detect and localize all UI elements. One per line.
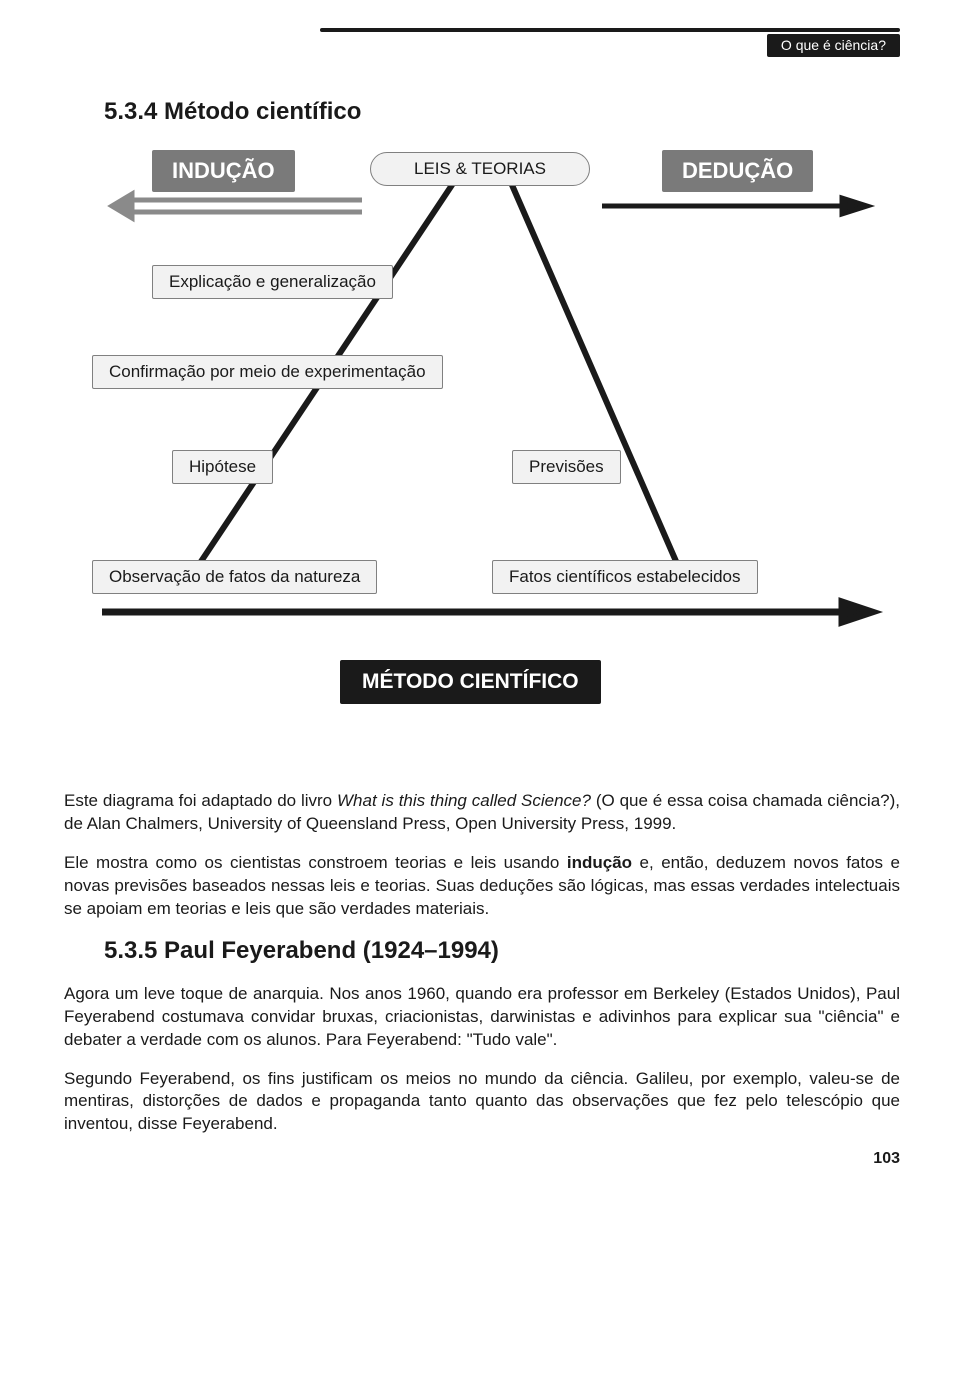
node-inducao: INDUÇÃO [152, 150, 295, 192]
node-explicacao: Explicação e generalização [152, 265, 393, 299]
section-535-p2: Segundo Feyerabend, os fins justificam o… [64, 1068, 900, 1137]
p1-italic: What is this thing called Science? [337, 791, 591, 810]
paragraph-citation: Este diagrama foi adaptado do livro What… [64, 790, 900, 836]
node-hipotese: Hipótese [172, 450, 273, 484]
scientific-method-diagram: INDUÇÃO LEIS & TEORIAS DEDUÇÃO Explicaçã… [72, 150, 892, 770]
running-header: O que é ciência? [320, 28, 900, 57]
p2-a: Ele mostra como os cientistas constroem … [64, 853, 567, 872]
node-fatos: Fatos científicos estabelecidos [492, 560, 758, 594]
running-title: O que é ciência? [767, 34, 900, 57]
node-leis-teorias: LEIS & TEORIAS [370, 152, 590, 186]
node-observacao: Observação de fatos da natureza [92, 560, 377, 594]
header-rule [320, 28, 900, 32]
section-535-p1: Agora um leve toque de anarquia. Nos ano… [64, 983, 900, 1052]
section-535-title: 5.3.5 Paul Feyerabend (1924–1994) [104, 937, 900, 965]
paragraph-explanation: Ele mostra como os cientistas constroem … [64, 852, 900, 921]
page-number: 103 [873, 1150, 900, 1168]
p1-a: Este diagrama foi adaptado do livro [64, 791, 337, 810]
node-previsoes: Previsões [512, 450, 621, 484]
section-534-title: 5.3.4 Método científico [104, 98, 900, 126]
p2-bold: indução [567, 853, 632, 872]
node-confirmacao: Confirmação por meio de experimentação [92, 355, 443, 389]
node-metodo-cientifico: MÉTODO CIENTÍFICO [340, 660, 601, 704]
node-deducao: DEDUÇÃO [662, 150, 813, 192]
